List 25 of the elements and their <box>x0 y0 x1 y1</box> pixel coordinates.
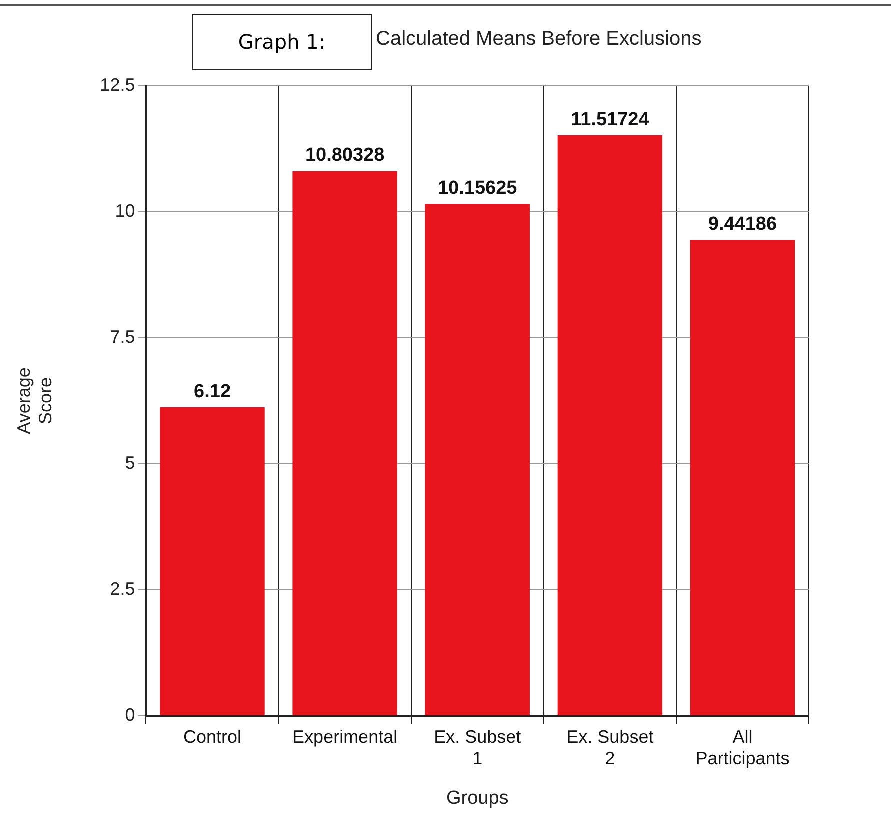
y-tick-label: 12.5 <box>100 74 136 95</box>
x-tick-label: Experimental <box>292 726 398 747</box>
data-label: 6.12 <box>194 381 231 402</box>
y-tick-label: 5 <box>125 452 136 473</box>
bar <box>690 240 796 716</box>
x-axis-title: Groups <box>446 788 509 809</box>
y-tick-label: 10 <box>115 200 136 221</box>
bar <box>160 408 265 716</box>
data-label: 10.15625 <box>438 178 518 199</box>
bar <box>558 136 663 716</box>
bar <box>292 172 398 716</box>
y-axis-title: Average Score <box>14 368 56 434</box>
chart-title: Calculated Means Before Exclusions <box>376 28 702 51</box>
x-tick-label: Ex. Subset 2 <box>566 726 654 768</box>
data-label: 11.51724 <box>571 109 650 130</box>
caption: Graph 1: <box>192 14 372 70</box>
data-label: 9.44186 <box>708 214 778 235</box>
x-tick-label: Control <box>183 726 242 747</box>
y-tick-label: 7.5 <box>110 326 136 347</box>
x-tick-label: Ex. Subset 1 <box>434 726 522 768</box>
x-tick-label: All Participants <box>696 726 790 768</box>
bar <box>425 204 530 716</box>
data-label: 10.80328 <box>305 145 385 166</box>
y-tick-label: 2.5 <box>110 578 136 599</box>
y-tick-label: 0 <box>125 704 136 725</box>
